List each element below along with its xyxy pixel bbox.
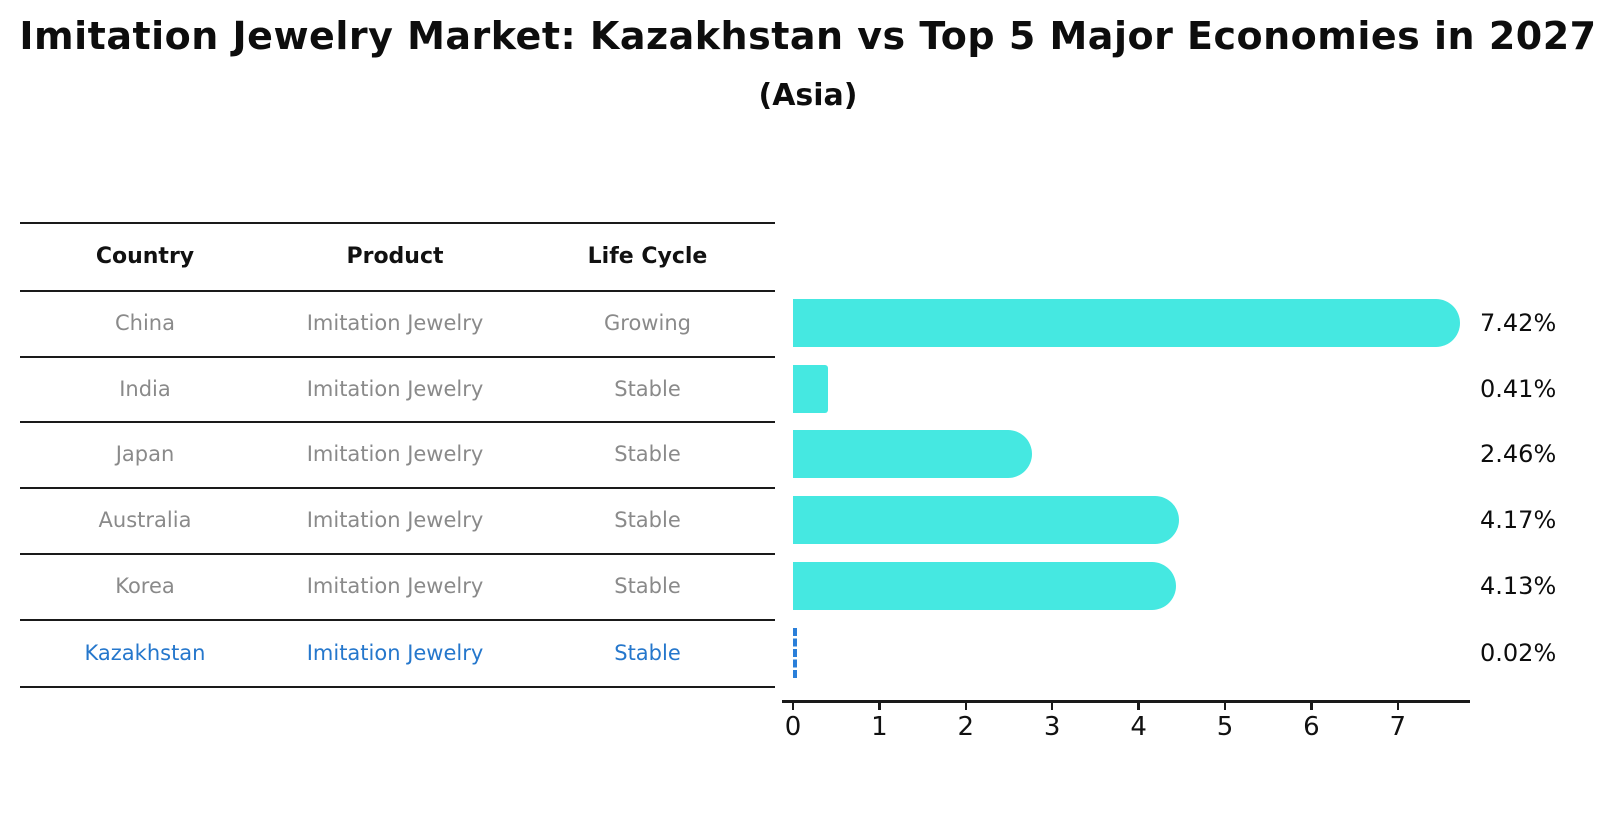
bar-value-label: 4.13% — [1480, 572, 1557, 600]
bar-china — [793, 299, 1461, 347]
table-cell: China — [115, 311, 175, 335]
table-cell: Kazakhstan — [84, 640, 206, 665]
x-tick-label: 3 — [1043, 712, 1061, 742]
table-cell: Imitation Jewelry — [306, 311, 484, 335]
table-cell: Korea — [115, 574, 175, 598]
table-cell: Japan — [115, 442, 175, 466]
x-tick-label: 5 — [1216, 712, 1234, 742]
x-tick-label: 7 — [1389, 712, 1407, 742]
bar-value-label: 7.42% — [1480, 309, 1557, 337]
table-row-line — [20, 222, 775, 224]
table-row-line — [20, 686, 775, 688]
table-cell: Stable — [614, 376, 681, 401]
x-tick-mark — [1396, 702, 1400, 710]
table-row-line — [20, 553, 775, 555]
bar-japan — [793, 430, 1032, 478]
table-cell: Stable — [614, 508, 681, 532]
table-row-line — [20, 356, 775, 358]
table-row-line — [20, 487, 775, 489]
chart-title: Imitation Jewelry Market: Kazakhstan vs … — [19, 14, 1597, 58]
x-tick-mark — [1310, 702, 1313, 710]
x-tick-mark — [964, 702, 968, 710]
x-tick-label: 6 — [1303, 712, 1320, 742]
x-tick-mark — [1050, 702, 1054, 710]
table-row-line — [20, 619, 775, 621]
table-cell: Stable — [614, 640, 681, 665]
table-cell: Australia — [98, 508, 192, 532]
x-tick-mark — [1223, 702, 1227, 710]
x-tick-mark — [791, 702, 795, 710]
table-header-country: Country — [95, 243, 195, 269]
table-cell: Imitation Jewelry — [306, 376, 484, 401]
table-cell: Growing — [604, 311, 691, 335]
x-tick-mark — [1137, 702, 1140, 710]
table-row-line — [20, 290, 775, 292]
x-tick-label: 4 — [1130, 712, 1147, 742]
table-header-product: Product — [346, 243, 444, 269]
table-cell: Imitation Jewelry — [306, 640, 484, 665]
chart-subtitle: (Asia) — [758, 78, 858, 113]
bar-kazakhstan — [793, 627, 797, 678]
table-row-line — [20, 421, 775, 423]
bar-value-label: 0.41% — [1480, 374, 1557, 403]
bar-value-label: 4.17% — [1480, 506, 1557, 534]
x-tick-label: 2 — [957, 712, 975, 742]
bar-korea — [793, 562, 1176, 610]
table-cell: Imitation Jewelry — [306, 442, 484, 466]
x-axis-line — [782, 700, 1470, 703]
table-cell: India — [119, 376, 171, 401]
bar-australia — [793, 496, 1180, 544]
table-cell: Imitation Jewelry — [306, 574, 484, 598]
x-tick-mark — [878, 702, 881, 710]
x-tick-label: 0 — [784, 712, 802, 742]
table-cell: Imitation Jewelry — [306, 508, 484, 532]
bar-value-label: 0.02% — [1480, 638, 1557, 667]
bar-value-label: 2.46% — [1480, 440, 1557, 468]
x-tick-label: 1 — [871, 712, 888, 742]
bar-india — [793, 364, 829, 413]
table-cell: Stable — [614, 574, 681, 598]
table-cell: Stable — [614, 442, 681, 466]
table-header-life-cycle: Life Cycle — [587, 243, 708, 269]
